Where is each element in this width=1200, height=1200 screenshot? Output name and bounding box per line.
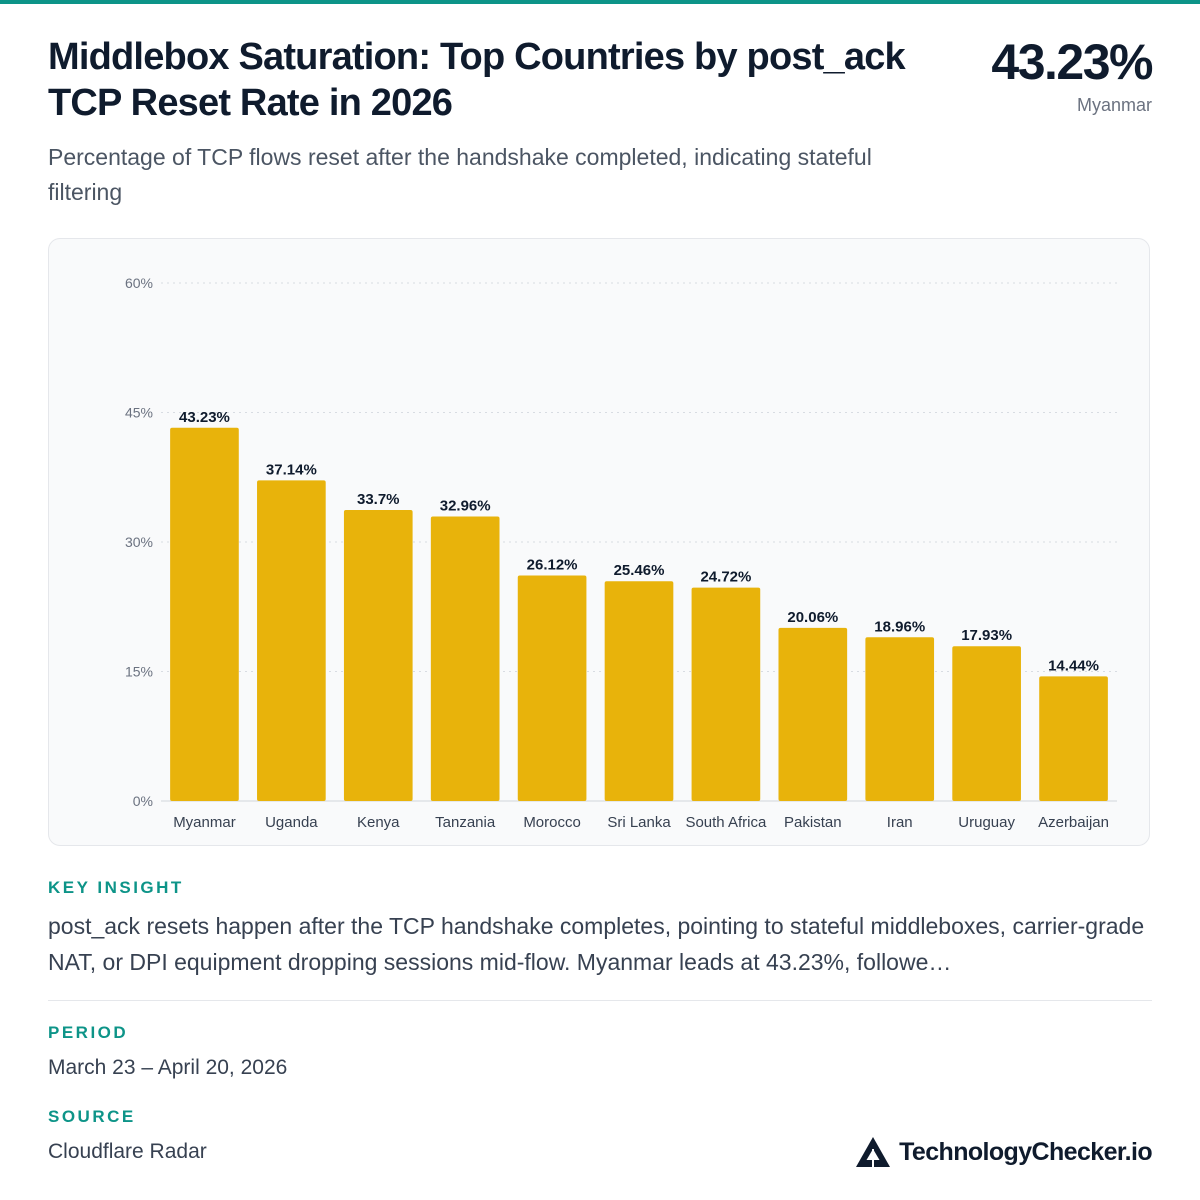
bar	[952, 646, 1021, 801]
y-tick-label: 0%	[133, 793, 153, 809]
kpi-value: 43.23%	[991, 34, 1153, 90]
bar-value-label: 18.96%	[874, 618, 925, 635]
bar-value-label: 24.72%	[700, 569, 751, 586]
x-tick-label: Uruguay	[958, 814, 1015, 831]
bar-value-label: 37.14%	[266, 461, 317, 478]
x-tick-label: Sri Lanka	[607, 814, 671, 831]
x-tick-label: Azerbaijan	[1038, 814, 1109, 831]
top-accent-stripe	[0, 0, 1200, 4]
bar-value-label: 25.46%	[614, 562, 665, 579]
x-tick-label: Morocco	[523, 814, 581, 831]
bar	[778, 627, 848, 801]
insight-label: KEY INSIGHT	[48, 878, 184, 897]
x-tick-label: Kenya	[357, 814, 400, 831]
x-tick-label: South Africa	[685, 814, 767, 831]
bar	[865, 637, 935, 801]
x-tick-label: Pakistan	[784, 814, 842, 831]
bar-value-label: 43.23%	[179, 409, 230, 426]
x-tick-label: Tanzania	[435, 814, 496, 831]
y-tick-label: 30%	[125, 534, 153, 550]
triangle-logo-icon	[856, 1137, 891, 1167]
bar-value-label: 20.06%	[787, 609, 838, 626]
bar-value-label: 26.12%	[527, 556, 578, 573]
bar	[257, 480, 326, 801]
bar	[343, 510, 413, 801]
period-value: March 23 – April 20, 2026	[48, 1056, 288, 1079]
source-label: SOURCE	[48, 1107, 136, 1126]
bar	[1039, 676, 1108, 801]
chart-card: 0% 15% 30% 45% 60% 43.23% Myanmar 37.14% Uganda 3…	[48, 238, 1150, 846]
bar	[430, 516, 500, 801]
bar-value-label: 32.96%	[440, 497, 491, 514]
brand-name: TechnologyChecker.io	[899, 1137, 1152, 1166]
x-tick-label: Myanmar	[173, 814, 236, 831]
kpi-block: 43.23% Myanmar	[991, 34, 1153, 116]
kpi-label: Myanmar	[1076, 95, 1152, 115]
period-label: PERIOD	[48, 1023, 129, 1042]
brand-logo: TechnologyChecker.io	[855, 1136, 1153, 1168]
bar-value-label: 33.7%	[357, 491, 400, 508]
page-title: Middlebox Saturation: Top Countries by p…	[48, 36, 906, 124]
x-tick-label: Iran	[887, 814, 913, 831]
page-subtitle: Percentage of TCP flows reset after the …	[48, 144, 872, 205]
bar-value-label: 14.44%	[1048, 657, 1099, 674]
bar-chart: 0% 15% 30% 45% 60% 43.23% Myanmar 37.14% Uganda 3…	[125, 275, 1117, 831]
bar	[604, 581, 674, 801]
source-value: Cloudflare Radar	[48, 1140, 207, 1163]
insight-text: post_ack resets happen after the TCP han…	[48, 913, 1145, 975]
bar	[170, 427, 239, 801]
x-tick-label: Uganda	[265, 814, 318, 831]
y-tick-label: 15%	[125, 664, 153, 680]
y-tick-label: 60%	[125, 275, 153, 291]
bar-value-label: 17.93%	[961, 627, 1012, 644]
bar	[691, 587, 761, 801]
bar	[517, 575, 587, 801]
divider	[48, 1000, 1152, 1001]
y-tick-label: 45%	[125, 405, 153, 421]
